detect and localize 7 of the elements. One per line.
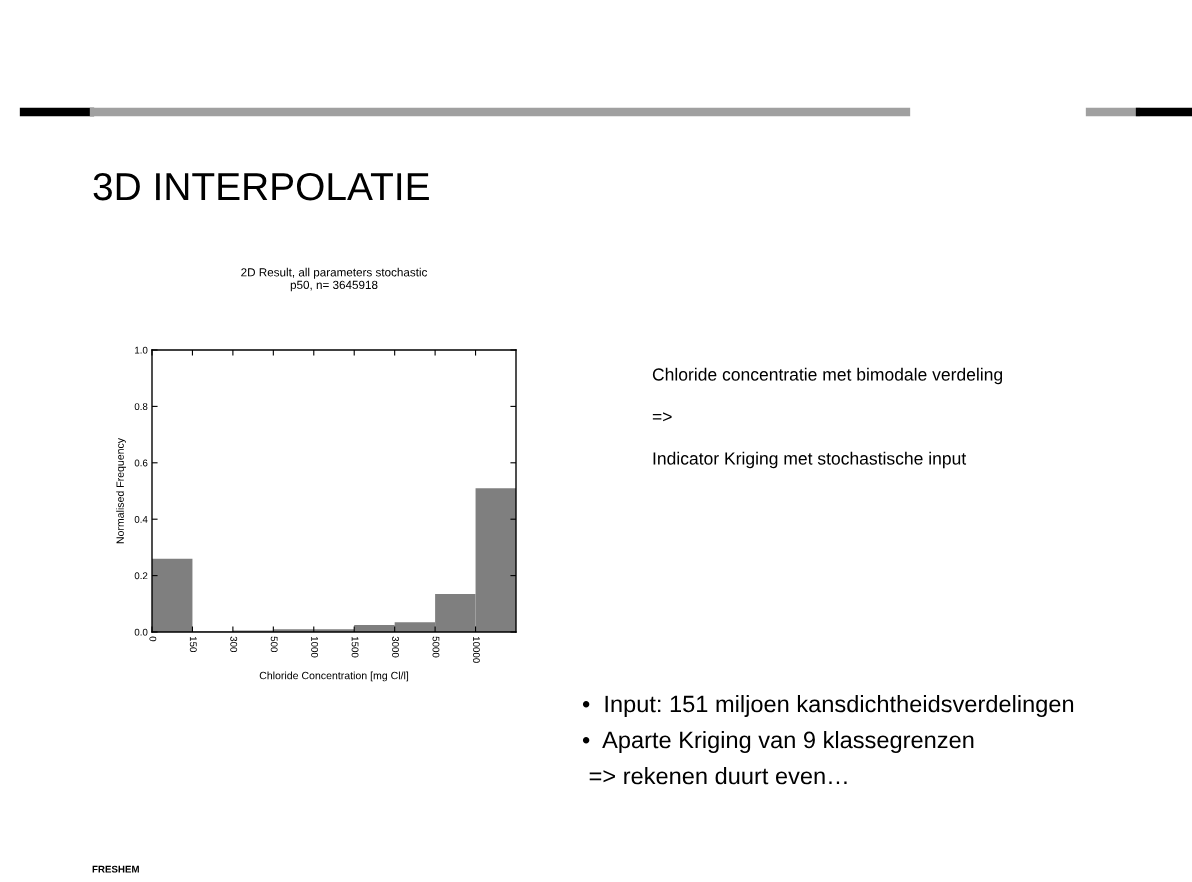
text: 3D INTERPOLATIE (93, 172, 429, 201)
text: • Aparte Kriging van 9 klassegrenzen (582, 731, 974, 754)
text: • Input: 151 miljoen kansdichtheidsverdelingen (582, 694, 1074, 718)
text: => (652, 412, 672, 422)
text: Chloride concentratie met bimodale verdeling (652, 367, 1003, 385)
text: => rekenen duurt even… (589, 766, 847, 785)
text: Indicator Kriging met stochastische input (653, 451, 967, 469)
